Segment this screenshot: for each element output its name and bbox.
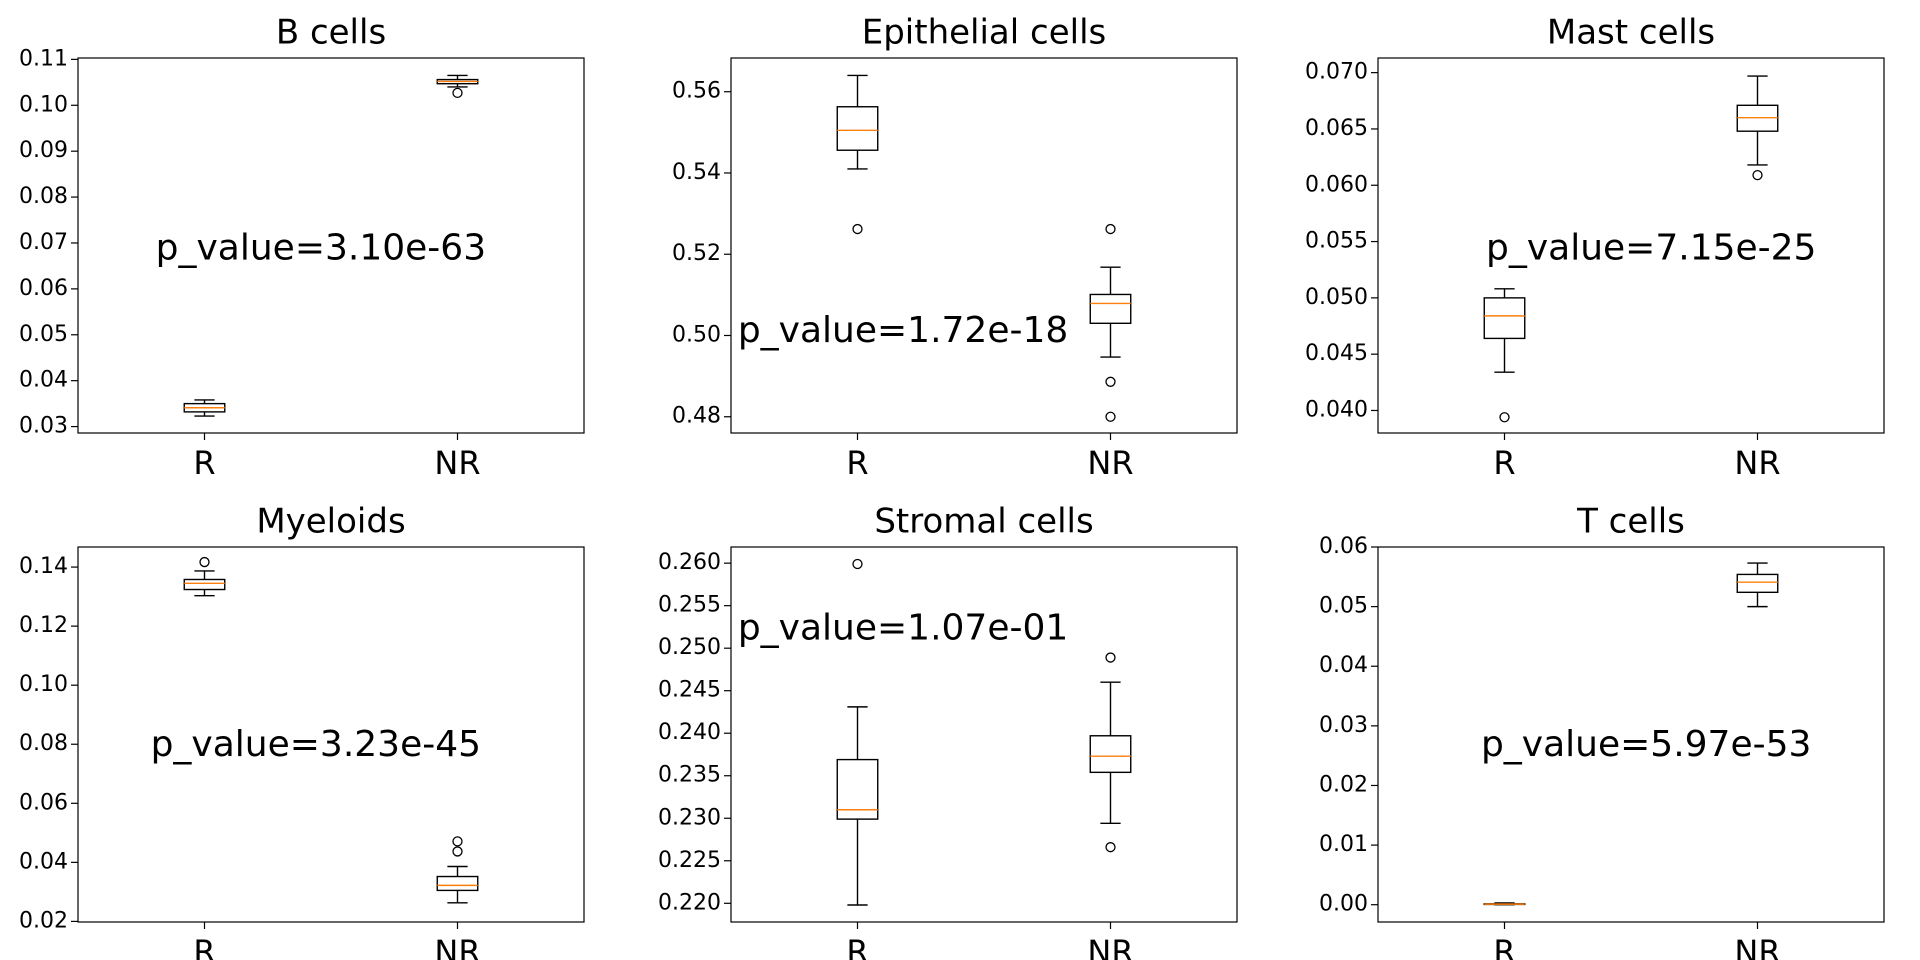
- box: [1736, 573, 1779, 594]
- chart-title: Stromal cells: [874, 502, 1093, 542]
- y-tick-label: 0.02: [1319, 772, 1368, 797]
- y-tick-label: 0.040: [1305, 397, 1368, 422]
- y-tick-label: 0.070: [1305, 60, 1368, 85]
- y-tick-label: 0.09: [19, 138, 68, 163]
- y-tick-label: 0.08: [19, 184, 68, 209]
- y-tick-label: 0.255: [658, 593, 721, 618]
- axes-frame: [730, 546, 1238, 923]
- box: [183, 578, 226, 591]
- x-tick-label: R: [846, 444, 868, 482]
- chart-title: T cells: [1576, 502, 1685, 542]
- x-tick-label: NR: [1087, 444, 1133, 482]
- y-tick-label: 0.07: [19, 230, 68, 255]
- y-tick-label: 0.250: [658, 635, 721, 660]
- x-tick-label: NR: [434, 444, 480, 482]
- y-tick-label: 0.055: [1305, 229, 1368, 254]
- axes-frame: [730, 57, 1238, 434]
- x-tick-label: NR: [1087, 933, 1133, 960]
- outlier: [1499, 412, 1510, 423]
- outlier: [452, 846, 463, 857]
- y-tick-label: 0.06: [19, 276, 68, 301]
- y-tick-label: 0.04: [1319, 653, 1368, 678]
- outlier: [1105, 842, 1116, 853]
- outlier: [452, 87, 463, 99]
- y-tick-label: 0.12: [19, 613, 68, 638]
- outlier: [1752, 169, 1763, 181]
- annotation: p_value=3.23e-45: [151, 724, 481, 765]
- outlier: [1105, 411, 1116, 422]
- annotation: p_value=3.10e-63: [156, 227, 486, 268]
- chart-title: B cells: [276, 13, 386, 53]
- chart-title: Epithelial cells: [862, 13, 1107, 53]
- x-tick-label: NR: [434, 933, 480, 960]
- y-tick-label: 0.04: [19, 849, 68, 874]
- axes-frame: [77, 546, 585, 923]
- y-tick-label: 0.11: [19, 46, 68, 71]
- y-tick-label: 0.08: [19, 731, 68, 756]
- outlier: [1105, 376, 1116, 387]
- box: [436, 875, 479, 892]
- y-tick-label: 0.56: [672, 79, 721, 104]
- x-tick-label: R: [193, 444, 215, 482]
- y-tick-label: 0.060: [1305, 172, 1368, 197]
- x-tick-label: NR: [1734, 933, 1780, 960]
- y-tick-label: 0.225: [658, 848, 721, 873]
- y-tick-label: 0.06: [19, 790, 68, 815]
- y-tick-label: 0.14: [19, 554, 68, 579]
- x-tick-label: NR: [1734, 444, 1780, 482]
- y-tick-label: 0.00: [1319, 892, 1368, 917]
- outlier: [852, 558, 863, 570]
- box: [836, 106, 879, 151]
- y-tick-label: 0.220: [658, 890, 721, 915]
- axes-frame: [77, 57, 585, 434]
- box: [1089, 293, 1132, 325]
- y-tick-label: 0.065: [1305, 116, 1368, 141]
- annotation: p_value=1.07e-01: [738, 608, 1068, 649]
- y-tick-label: 0.54: [672, 160, 721, 185]
- y-tick-label: 0.52: [672, 241, 721, 266]
- y-tick-label: 0.045: [1305, 341, 1368, 366]
- outlier: [1105, 652, 1116, 663]
- y-tick-label: 0.05: [19, 322, 68, 347]
- y-tick-label: 0.260: [658, 550, 721, 575]
- y-tick-label: 0.50: [672, 322, 721, 347]
- y-tick-label: 0.10: [19, 672, 68, 697]
- y-tick-label: 0.01: [1319, 832, 1368, 857]
- x-tick-label: R: [193, 933, 215, 960]
- chart-title: Mast cells: [1547, 13, 1715, 53]
- outlier: [199, 556, 210, 568]
- y-tick-label: 0.10: [19, 92, 68, 117]
- outlier: [1105, 223, 1116, 235]
- x-tick-label: R: [846, 933, 868, 960]
- axes-frame: [1377, 546, 1885, 923]
- annotation: p_value=1.72e-18: [738, 310, 1068, 351]
- y-tick-label: 0.235: [658, 763, 721, 788]
- y-tick-label: 0.03: [1319, 713, 1368, 738]
- box: [1483, 297, 1526, 340]
- x-tick-label: R: [1493, 444, 1515, 482]
- chart-title: Myeloids: [256, 502, 405, 542]
- axes-frame: [1377, 57, 1885, 434]
- y-tick-label: 0.02: [19, 908, 68, 933]
- outlier: [452, 836, 463, 847]
- y-tick-label: 0.05: [1319, 594, 1368, 619]
- y-tick-label: 0.04: [19, 368, 68, 393]
- outlier: [852, 223, 863, 235]
- y-tick-label: 0.240: [658, 720, 721, 745]
- box: [836, 758, 879, 820]
- y-tick-label: 0.230: [658, 805, 721, 830]
- box: [1089, 735, 1132, 774]
- annotation: p_value=7.15e-25: [1486, 227, 1816, 268]
- annotation: p_value=5.97e-53: [1481, 724, 1811, 765]
- y-tick-label: 0.06: [1319, 534, 1368, 559]
- y-tick-label: 0.03: [19, 414, 68, 439]
- x-tick-label: R: [1493, 933, 1515, 960]
- y-tick-label: 0.245: [658, 678, 721, 703]
- y-tick-label: 0.48: [672, 404, 721, 429]
- y-tick-label: 0.050: [1305, 285, 1368, 310]
